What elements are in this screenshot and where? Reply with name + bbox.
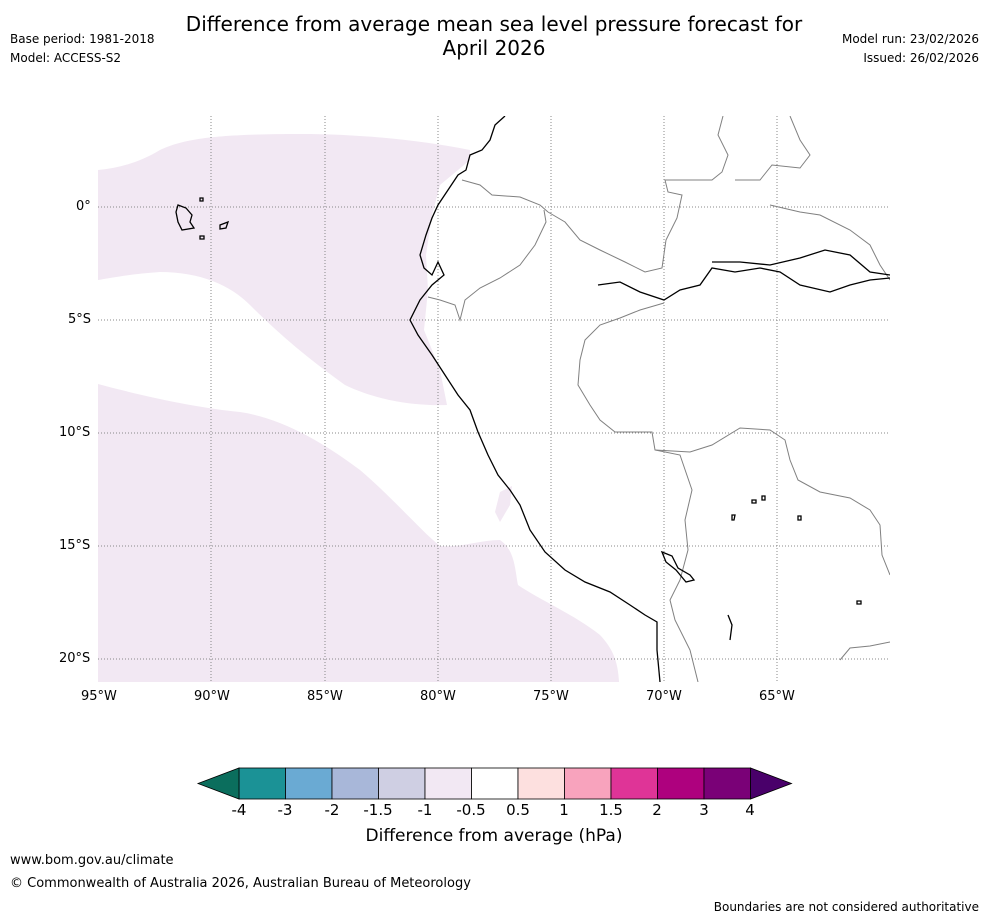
colorbar-segment — [657, 767, 705, 800]
copyright-text: © Commonwealth of Australia 2026, Austra… — [10, 876, 471, 891]
colorbar-over-arrow — [750, 767, 793, 800]
issued-date: Issued: 26/02/2026 — [863, 51, 979, 65]
colorbar-tick: 1 — [559, 801, 569, 819]
border-paraguay — [839, 641, 890, 661]
amazon-river-bank — [712, 249, 890, 276]
colorbar-tick: 2 — [652, 801, 662, 819]
lake-small-1 — [751, 499, 757, 504]
border-venezuela — [735, 116, 811, 181]
lat-label-0: 0° — [76, 199, 91, 214]
border-peru-bolivia — [669, 549, 699, 682]
colorbar-tick: -1 — [417, 801, 433, 819]
base-period: Base period: 1981-2018 — [10, 32, 155, 46]
disclaimer-text: Boundaries are not considered authoritat… — [713, 900, 979, 914]
river-bolivia — [727, 614, 733, 641]
colorbar-tick: -4 — [231, 801, 247, 819]
lat-label-5s: 5°S — [68, 312, 92, 327]
lake-small-2 — [761, 495, 766, 501]
colorbar-tick: -0.5 — [456, 801, 486, 819]
colorbar-tick: -3 — [277, 801, 293, 819]
model-run: Model run: 23/02/2026 — [841, 32, 979, 46]
anomaly-region-north — [98, 134, 470, 406]
lon-label-85w: 85°W — [307, 689, 343, 704]
map-title: Difference from average mean sea level p… — [0, 12, 988, 60]
anomaly-region-small — [495, 486, 512, 522]
model-name: Model: ACCESS-S2 — [10, 51, 122, 65]
colorbar-tick: 3 — [699, 801, 709, 819]
colorbar-segment — [610, 767, 658, 800]
colorbar-segment — [378, 767, 426, 800]
graticule — [98, 116, 890, 682]
title-line-2: April 2026 — [442, 36, 546, 60]
lake-small-4 — [731, 514, 736, 521]
colorbar-tick: -1.5 — [363, 801, 393, 819]
border-peru-brazil — [577, 302, 693, 551]
colorbar-label: Difference from average (hPa) — [365, 826, 623, 846]
lon-label-90w: 90°W — [194, 689, 230, 704]
colorbar-segment — [471, 767, 519, 800]
colorbar-tick: 0.5 — [506, 801, 530, 819]
galapagos-island-1 — [175, 204, 196, 231]
colorbar-segment — [238, 767, 286, 800]
galapagos-island-2 — [199, 197, 204, 202]
lake-titicaca — [660, 550, 696, 583]
colorbar-tick: -2 — [324, 801, 340, 819]
border-ecuador-peru — [427, 209, 547, 322]
lat-label-20s: 20°S — [59, 651, 91, 666]
lat-label-10s: 10°S — [59, 425, 91, 440]
lon-label-65w: 65°W — [759, 689, 795, 704]
anomaly-region-south — [98, 384, 619, 682]
colorbar-segment — [517, 767, 565, 800]
colorbar-tick: 4 — [745, 801, 755, 819]
colorbar-segment — [564, 767, 612, 800]
amazon-river — [597, 267, 890, 301]
colorbar-segment — [703, 767, 751, 800]
coastline-pacific — [409, 116, 661, 682]
colorbar-segment — [424, 767, 472, 800]
colorbar-segment — [285, 767, 333, 800]
lat-label-15s: 15°S — [59, 538, 91, 553]
title-line-1: Difference from average mean sea level p… — [185, 12, 803, 36]
website-link[interactable]: www.bom.gov.au/climate — [10, 853, 174, 868]
country-borders — [427, 116, 890, 682]
lon-label-95w: 95°W — [81, 689, 117, 704]
galapagos-island-3 — [219, 220, 230, 230]
lon-label-70w: 70°W — [646, 689, 682, 704]
border-brazil-bolivia — [654, 427, 890, 576]
border-colombia-east — [547, 116, 729, 273]
galapagos-island-4 — [199, 235, 205, 240]
colorbar-tick: 1.5 — [599, 801, 623, 819]
colorbar-segment — [331, 767, 379, 800]
border-amazon-north — [769, 204, 890, 281]
coastlines — [175, 116, 890, 682]
colorbar — [196, 767, 793, 800]
lake-small-5 — [856, 600, 862, 605]
colorbar-under-arrow — [196, 767, 240, 800]
lon-label-80w: 80°W — [420, 689, 456, 704]
border-colombia-ecuador — [461, 179, 549, 213]
lon-label-75w: 75°W — [533, 689, 569, 704]
lake-small-3 — [797, 515, 802, 521]
